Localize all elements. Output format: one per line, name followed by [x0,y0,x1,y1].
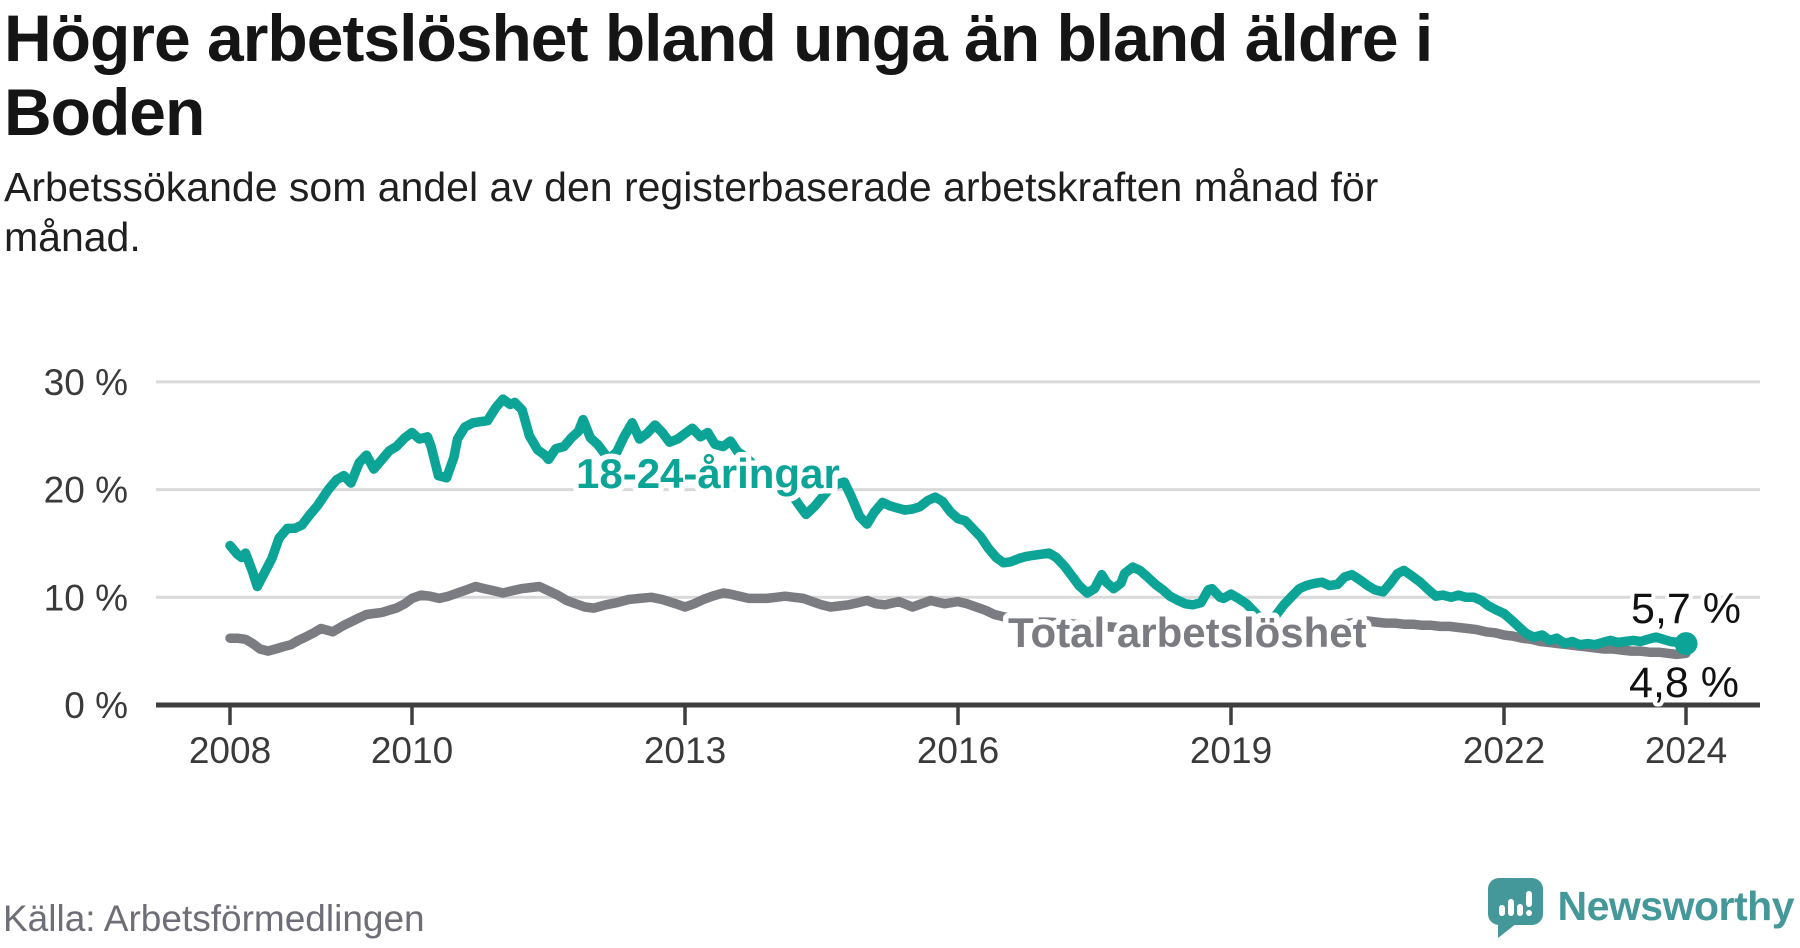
source-note: Källa: Arbetsförmedlingen [3,898,425,939]
end-value-label-total: 4,8 % [1629,659,1739,707]
brand-name: Newsworthy [1557,883,1795,929]
y-tick-label: 20 % [44,470,128,511]
x-tick-label: 2016 [917,730,999,771]
exclamation-dot-icon [1525,910,1532,916]
chart-subtitle: Arbetssökande som andel av den registerb… [4,164,1379,261]
x-tick-label: 2013 [644,730,726,771]
y-tick-label: 0 % [64,685,128,726]
newsworthy-chart-bubble-icon [1487,878,1543,938]
series-line-total [225,581,1691,660]
x-tick-label: 2010 [371,730,453,771]
end-value-label-youth: 5,7 % [1631,585,1741,633]
x-tick-label: 2019 [1190,730,1272,771]
bar-icon [1507,899,1514,916]
x-tick-label: 2008 [189,730,271,771]
y-tick-label: 30 % [44,362,128,403]
newsworthy-logo: Newsworthy [1487,878,1795,938]
series-label-total: Total arbetslöshet [1008,609,1367,656]
chart-title: Högre arbetslöshet bland unga än bland ä… [4,1,1433,149]
bar-icon [1498,905,1505,916]
bar-icon [1516,904,1523,916]
x-tick-label: 2024 [1645,730,1727,771]
series-line-youth [225,394,1691,650]
x-tick-label: 2022 [1463,730,1545,771]
bubble-tail [1497,923,1517,938]
exclamation-icon [1525,891,1532,907]
series-end-dot-youth [1674,632,1698,656]
y-tick-label: 10 % [44,577,128,618]
series-label-youth: 18-24-åringar [576,450,840,497]
